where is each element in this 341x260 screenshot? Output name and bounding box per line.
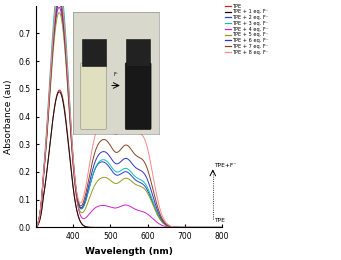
X-axis label: Wavelength (nm): Wavelength (nm) xyxy=(85,247,173,256)
Legend: TPE, TPE + 1 eq. F⁻, TPE + 2 eq. F⁻, TPE + 3 eq. F⁻, TPE + 4 eq. F⁻, TPE + 5 eq.: TPE, TPE + 1 eq. F⁻, TPE + 2 eq. F⁻, TPE… xyxy=(225,4,269,55)
Text: TPE: TPE xyxy=(213,218,224,223)
Y-axis label: Absorbance (au): Absorbance (au) xyxy=(4,79,13,154)
Text: TPE+F⁻: TPE+F⁻ xyxy=(213,163,236,168)
